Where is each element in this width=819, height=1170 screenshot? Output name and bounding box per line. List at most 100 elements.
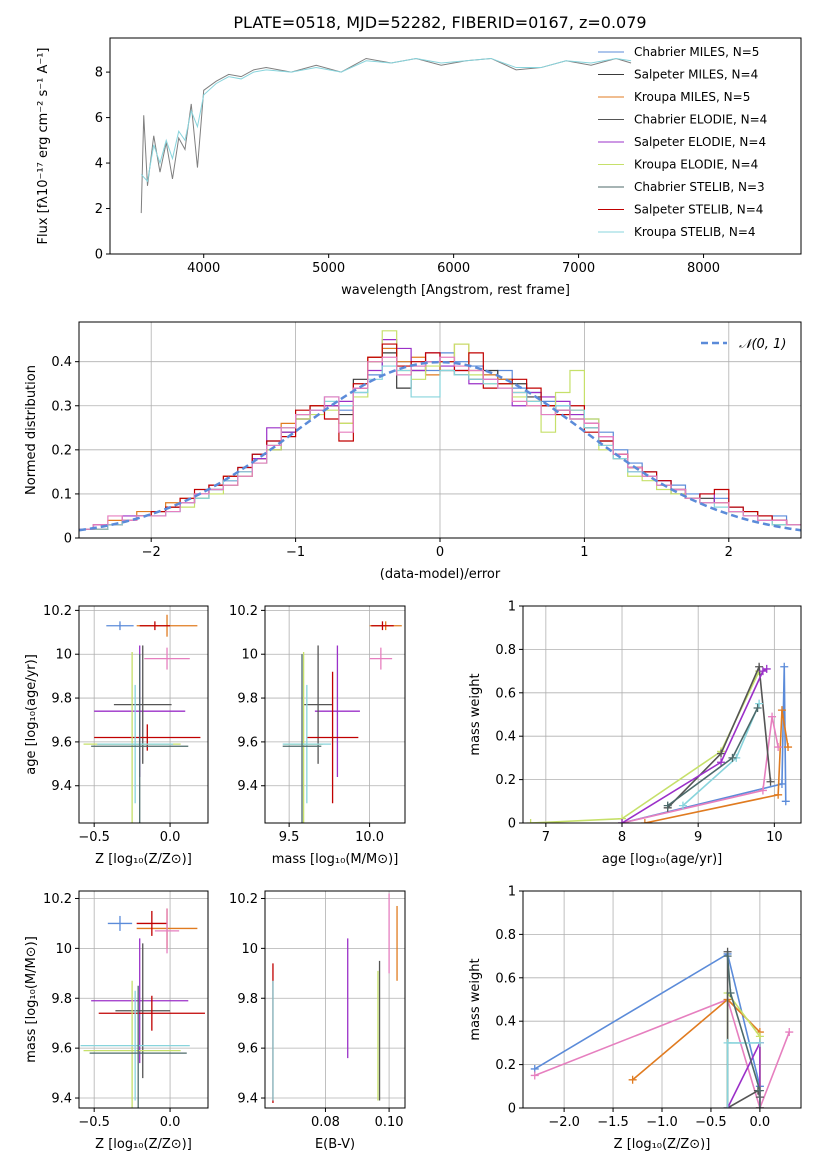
ytick-label: 1: [508, 600, 516, 615]
weight-line: [621, 666, 787, 823]
ytick-label: 9.8: [237, 692, 258, 707]
data-layer: [282, 621, 402, 823]
axes-frame: [78, 605, 209, 824]
mass_vs_z-panel: −0.5 0.0 9.4 9.6 9.8 10 10.2 Z [log₁₀(Z/Z⊙)] mas…: [24, 890, 209, 1152]
ytick-label: 6: [95, 111, 103, 126]
plus-marker: [723, 1038, 732, 1047]
plus-marker: [785, 1028, 794, 1037]
axes-frame: [78, 890, 209, 1109]
xtick-label: 8000: [687, 261, 720, 276]
data-layer: [272, 893, 398, 1104]
normal-curve: [79, 360, 801, 532]
ytick-label: 9.6: [51, 735, 72, 750]
xtick-label: 1: [580, 545, 588, 560]
ytick-label: 2: [95, 202, 103, 217]
weight-line: [621, 668, 768, 823]
plus-marker: [755, 699, 764, 708]
xtick-label: −2.0: [548, 1115, 580, 1130]
spectrum-line: [140, 57, 632, 214]
ytick-label: 9.4: [237, 779, 258, 794]
plus-marker: [755, 1104, 764, 1108]
plus-marker: [784, 743, 793, 752]
xtick-label: −0.5: [695, 1115, 727, 1130]
xtick-label: 6000: [437, 261, 470, 276]
xtick-label: 7: [542, 830, 550, 845]
xtick-label: −2: [142, 545, 161, 560]
xtick-label: 9: [694, 830, 702, 845]
ylabel: age [log₁₀(age/yr)]: [24, 654, 39, 775]
weight_vs_age-panel: 7 8 9 10 0 0.2 0.4 0.6 0.8 1 age [log₁₀(age/yr)] ma…: [468, 600, 802, 867]
plus-marker: [768, 712, 777, 721]
data-layer: [80, 908, 205, 1108]
plus-marker: [526, 819, 535, 823]
xtick-label: 0.0: [160, 830, 181, 845]
xtick-label: −1.0: [646, 1115, 678, 1130]
xlabel: wavelength [Angstrom, rest frame]: [341, 283, 570, 298]
weight-line: [726, 956, 761, 1108]
ytick-label: 9.4: [237, 1092, 258, 1107]
plus-marker: [663, 801, 672, 810]
plus-marker: [755, 1086, 764, 1095]
xtick-label: −1: [286, 545, 305, 560]
xtick-label: 8: [618, 830, 626, 845]
data-layer: [83, 614, 201, 823]
ytick-label: 0.4: [495, 1015, 516, 1030]
ytick-label: 1: [508, 885, 516, 900]
xtick-label: 0: [436, 545, 444, 560]
plus-marker: [717, 749, 726, 758]
ytick-label: 10: [241, 942, 258, 957]
xtick-label: 0.0: [160, 1115, 181, 1130]
plus-marker: [781, 797, 790, 806]
plus-marker: [530, 1071, 539, 1080]
ytick-label: 10.2: [229, 604, 258, 619]
plus-marker: [753, 703, 762, 712]
ytick-label: 9.6: [237, 1042, 258, 1057]
legend-label: Chabrier STELIB, N=3: [634, 180, 765, 194]
histogram-series: [79, 356, 801, 530]
age_vs_mass-panel: 9.5 10.0 9.4 9.6 9.8 10 10.2 mass [log₁₀(M/M⊙)]: [229, 604, 406, 867]
legend-label: Kroupa ELODIE, N=4: [634, 158, 758, 172]
xtick-label: 7000: [562, 261, 595, 276]
ylabel: Normed distribution: [24, 365, 39, 495]
ytick-label: 0.2: [495, 773, 516, 788]
legend-label: Chabrier MILES, N=5: [634, 45, 759, 59]
legend-label: 𝒩(0, 1): [739, 337, 786, 352]
plus-marker: [777, 706, 786, 715]
xtick-label: 10: [766, 830, 783, 845]
ylabel: mass weight: [468, 673, 483, 755]
ylabel: Flux [fλ10⁻¹⁷ erg cm⁻² s⁻¹ A⁻¹]: [36, 48, 51, 245]
weight-line: [644, 710, 789, 823]
residual_histogram-panel: 𝒩(0, 1) −2 −1 0 1 2 0 0.1 0.2 0.3 0.4 (data-model)/…: [24, 321, 802, 582]
data-layer: [79, 330, 801, 532]
plus-marker: [723, 952, 732, 961]
ytick-label: 0.3: [51, 399, 72, 414]
xtick-label: 9.5: [279, 830, 300, 845]
axes-frame: [264, 605, 406, 824]
plus-marker: [755, 1038, 764, 1047]
ytick-label: 10.2: [229, 892, 258, 907]
xtick-label: −1.5: [597, 1115, 629, 1130]
xtick-label: 0.0: [750, 1115, 771, 1130]
plus-marker: [618, 819, 627, 823]
xtick-label: 2: [725, 545, 733, 560]
ylabel: mass [log₁₀(M/M⊙)]: [24, 936, 39, 1063]
data-layer: [140, 57, 632, 214]
weight-line: [534, 998, 791, 1108]
ytick-label: 9.6: [237, 735, 258, 750]
plus-marker: [640, 819, 649, 823]
ytick-label: 10: [55, 648, 72, 663]
xlabel: E(B-V): [315, 1137, 355, 1152]
ytick-label: 0.1: [51, 487, 72, 502]
legend-label: Kroupa MILES, N=5: [634, 90, 750, 104]
ytick-label: 0: [508, 1102, 516, 1117]
xlabel: Z [log₁₀(Z/Z⊙)]: [614, 1137, 711, 1152]
legend-label: Chabrier ELODIE, N=4: [634, 113, 767, 127]
mass_vs_ebv-panel: 0.08 0.10 9.4 9.6 9.8 10 10.2 E(B-V): [229, 890, 406, 1152]
spectrum-panel: 4000 5000 6000 7000 8000 0 2 4 6 8 wavelength [Ang…: [36, 37, 802, 298]
ytick-label: 9.8: [51, 992, 72, 1007]
ylabel: mass weight: [468, 958, 483, 1040]
ytick-label: 8: [95, 66, 103, 81]
plus-marker: [678, 801, 687, 810]
